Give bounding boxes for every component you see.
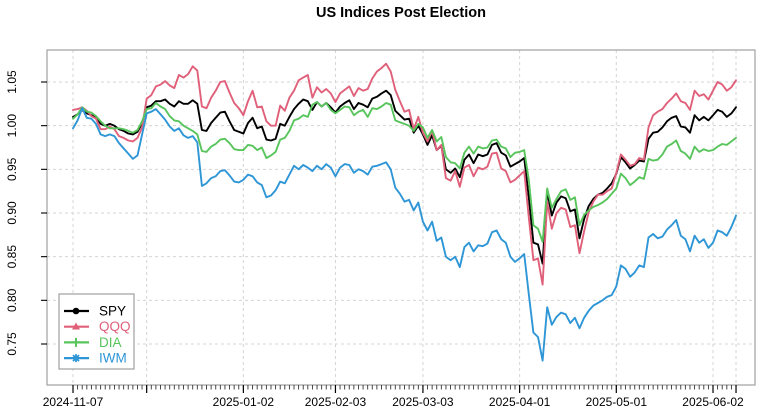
legend-label-dia: DIA xyxy=(99,335,122,350)
x-tick-label: 2025-05-01 xyxy=(586,395,648,409)
plot-box xyxy=(46,49,756,386)
y-axis: 0.75 0.80 0.85 0.90 0.95 1.00 1.05 xyxy=(5,70,47,356)
legend-item-spy: SPY xyxy=(64,304,126,319)
legend-box xyxy=(58,293,135,370)
legend-item-dia: DIA xyxy=(64,335,122,350)
chart-title: US Indices Post Election xyxy=(316,5,486,21)
x-axis: 2024-11-07 2025-01-02 2025-02-03 2025-03-03… xyxy=(43,385,744,409)
plot-border xyxy=(46,49,756,386)
series-lines xyxy=(72,62,737,362)
legend-label-iwm: IWM xyxy=(99,351,127,366)
x-tick-label: 2025-02-03 xyxy=(305,395,367,409)
y-tick-label: 0.80 xyxy=(5,288,19,312)
y-tick-label: 0.85 xyxy=(5,245,19,269)
circle-marker-icon xyxy=(72,307,80,315)
y-tick-label: 0.90 xyxy=(5,201,19,225)
series-line-spy xyxy=(72,89,737,265)
x-tick-label: 2025-01-02 xyxy=(213,395,275,409)
legend-item-iwm: IWM xyxy=(64,351,127,366)
x-tick-label: 2025-06-02 xyxy=(682,395,744,409)
triangle-marker-icon xyxy=(72,322,80,330)
x-tick-label: 2024-11-07 xyxy=(43,395,104,409)
y-tick-label: 0.95 xyxy=(5,157,19,181)
x-tick-label: 2025-03-03 xyxy=(392,395,454,409)
series-line-dia xyxy=(72,101,737,243)
series-line-qqq xyxy=(72,62,737,286)
series-line-iwm xyxy=(72,107,737,362)
asterisk-marker-icon xyxy=(72,354,80,363)
plus-marker-icon xyxy=(71,337,81,347)
y-tick-label: 1.05 xyxy=(5,70,19,94)
legend-label-spy: SPY xyxy=(99,304,126,319)
legend-label-qqq: QQQ xyxy=(99,319,131,334)
x-tick-label: 2025-04-01 xyxy=(489,395,551,409)
y-tick-label: 0.75 xyxy=(5,332,19,356)
gridlines xyxy=(47,50,755,385)
y-tick-label: 1.00 xyxy=(5,114,19,138)
legend-item-qqq: QQQ xyxy=(64,319,131,334)
